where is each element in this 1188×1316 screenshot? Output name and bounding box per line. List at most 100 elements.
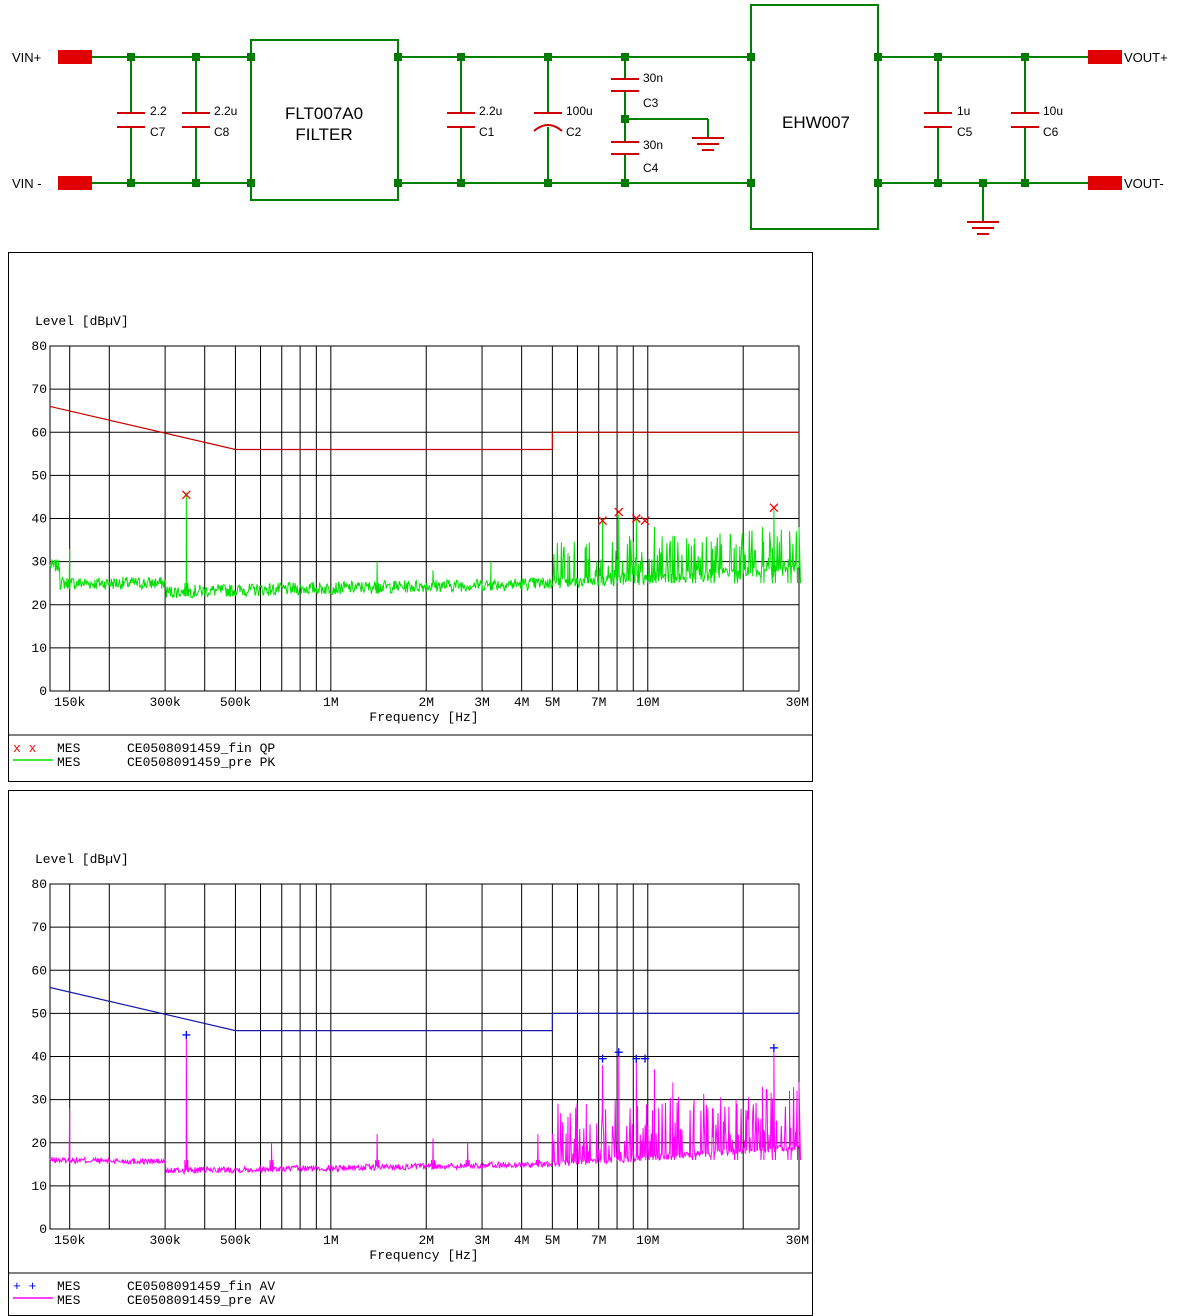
x-tick-label-4: 2M — [418, 1233, 434, 1248]
y-axis-label: Level [dBµV] — [35, 314, 129, 329]
legend: + + MES CE0508091459_fin AV MES CE050809… — [13, 1279, 275, 1308]
marker-0 — [181, 490, 191, 500]
filter-block — [250, 39, 399, 201]
limit-line — [49, 405, 799, 451]
x-axis-label: Frequency [Hz] — [369, 710, 478, 725]
limit-path — [49, 405, 799, 451]
y-tick-label-6: 60 — [31, 425, 47, 440]
markers — [182, 1030, 778, 1063]
x-tick-label-6: 4M — [514, 695, 530, 710]
y-tick-label-4: 40 — [31, 512, 47, 527]
capacitor-plates — [117, 78, 1039, 155]
y-tick-label-2: 20 — [31, 1136, 47, 1151]
x-tick-label-10: 30M — [786, 695, 809, 710]
y-tick-label-5: 50 — [31, 1006, 47, 1021]
x-ticks: 150k 300k 500k 1M 2M 3M 4M 5M 7M 10M 30M — [54, 1233, 809, 1248]
legend-symbol-0: + + — [13, 1279, 37, 1294]
x-ticks: 150k 300k 500k 1M 2M 3M 4M 5M 7M 10M 30M — [54, 695, 809, 710]
filter-name: FLT007A0 — [285, 104, 363, 123]
y-ticks: 0 10 20 30 40 50 60 70 80 — [31, 877, 47, 1237]
y-tick-label-1: 10 — [31, 1179, 47, 1194]
legend-text-0: CE0508091459_fin QP — [127, 741, 275, 756]
x-tick-label-2: 500k — [220, 695, 251, 710]
y-tick-label-1: 10 — [31, 641, 47, 656]
x-tick-label-3: 1M — [323, 695, 339, 710]
marker-5 — [769, 503, 779, 513]
vout-pos-label: VOUT+ — [1124, 50, 1168, 65]
x-tick-label-9: 10M — [636, 1233, 659, 1248]
x-tick-label-9: 10M — [636, 695, 659, 710]
x-tick-label-1: 300k — [149, 695, 180, 710]
marker-1 — [598, 1054, 607, 1063]
y-tick-label-3: 30 — [31, 555, 47, 570]
chart-panel-av: Level [dBµV] 0 10 20 30 40 50 60 70 80 150k 300k 5… — [8, 790, 813, 1316]
marker-4 — [640, 516, 650, 526]
y-tick-label-8: 80 — [31, 877, 47, 892]
cap-c6-value: 10u — [1043, 104, 1063, 118]
cap-c3-value: 30n — [643, 71, 663, 85]
legend: x x MES CE0508091459_fin QP MES CE050809… — [13, 741, 275, 770]
limit-line — [49, 986, 799, 1032]
grid — [50, 345, 800, 692]
cap-c2-value: 100u — [566, 104, 593, 118]
chart-panel-qp: Level [dBµV] 0 10 20 30 40 50 60 70 80 150k 300k 5… — [8, 252, 813, 782]
x-tick-label-5: 3M — [474, 1233, 490, 1248]
cap-c4-value: 30n — [643, 138, 663, 152]
cap-c8-value: 2.2u — [214, 104, 237, 118]
chart-qp: Level [dBµV] 0 10 20 30 40 50 60 70 80 150k 300k 5… — [9, 314, 812, 770]
marker-5 — [769, 1043, 778, 1052]
y-tick-label-5: 50 — [31, 468, 47, 483]
measurement-trace — [49, 1034, 801, 1176]
trace — [49, 1034, 801, 1176]
y-tick-label-8: 80 — [31, 339, 47, 354]
cap-c6-ref: C6 — [1043, 125, 1059, 139]
y-tick-label-7: 70 — [31, 382, 47, 397]
nodes — [127, 53, 1029, 187]
y-tick-label-6: 60 — [31, 963, 47, 978]
x-tick-label-1: 300k — [149, 1233, 180, 1248]
trace — [49, 492, 801, 599]
marker-2 — [614, 1048, 623, 1057]
schematic: FLT007A0 FILTER EHW007 — [12, 4, 1168, 235]
marker-2 — [614, 507, 624, 517]
limit-path — [49, 986, 799, 1032]
measurement-trace — [49, 492, 801, 599]
x-tick-label-8: 7M — [591, 1233, 607, 1248]
x-tick-label-0: 150k — [54, 695, 85, 710]
y-tick-label-4: 40 — [31, 1050, 47, 1065]
cap-c1-value: 2.2u — [479, 104, 502, 118]
cap-c1-ref: C1 — [479, 125, 495, 139]
marker-4 — [640, 1054, 649, 1063]
x-tick-label-3: 1M — [323, 1233, 339, 1248]
grid — [50, 883, 800, 1230]
legend-symbol-0: x x — [13, 741, 37, 756]
legend-name-1: MES — [57, 1293, 81, 1308]
cap-c7-ref: C7 — [150, 125, 166, 139]
x-tick-label-7: 5M — [545, 1233, 561, 1248]
ground-symbols — [692, 137, 999, 235]
x-axis-label: Frequency [Hz] — [369, 1248, 478, 1263]
y-ticks: 0 10 20 30 40 50 60 70 80 — [31, 339, 47, 699]
cap-c5-ref: C5 — [957, 125, 973, 139]
legend-text-0: CE0508091459_fin AV — [127, 1279, 275, 1294]
x-tick-label-8: 7M — [591, 695, 607, 710]
module-name: EHW007 — [782, 113, 850, 132]
chart-av: Level [dBµV] 0 10 20 30 40 50 60 70 80 150k 300k 5… — [9, 852, 812, 1308]
markers — [181, 490, 779, 526]
vin-pos-label: VIN+ — [12, 50, 41, 65]
cap-c8-ref: C8 — [214, 125, 230, 139]
marker-3 — [632, 1054, 641, 1063]
marker-1 — [598, 516, 608, 526]
legend-name-0: MES — [57, 741, 81, 756]
legend-name-0: MES — [57, 1279, 81, 1294]
marker-0 — [182, 1030, 191, 1039]
y-tick-label-2: 20 — [31, 598, 47, 613]
terminals — [58, 50, 1122, 190]
y-tick-label-7: 70 — [31, 920, 47, 935]
marker-3 — [631, 514, 641, 523]
cap-c3-ref: C3 — [643, 96, 659, 110]
cap-c5-value: 1u — [957, 104, 970, 118]
y-tick-label-0: 0 — [39, 684, 47, 699]
x-tick-label-6: 4M — [514, 1233, 530, 1248]
x-tick-label-0: 150k — [54, 1233, 85, 1248]
